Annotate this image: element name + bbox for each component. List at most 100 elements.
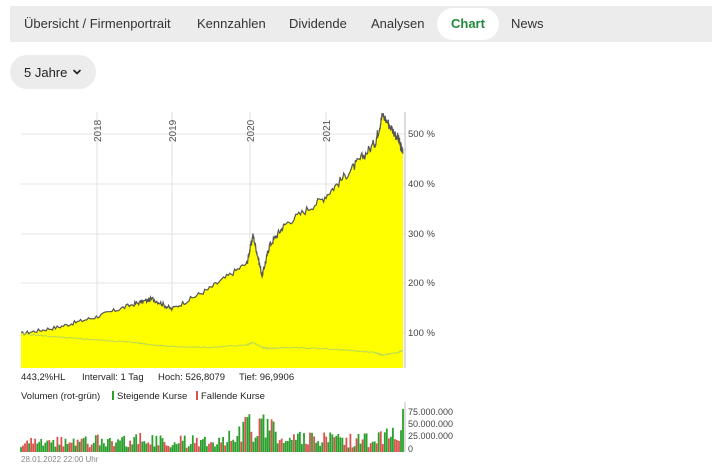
volume-bar [78,441,81,452]
volume-bar [111,441,113,452]
volume-bar [165,445,168,452]
x-tick-2021: 2021 [322,119,333,142]
tab-analysen[interactable]: Analysen [371,16,425,31]
volume-bar [210,442,212,452]
volume-bar [181,440,184,452]
volume-bar [311,432,313,452]
volume-bar [115,442,117,452]
volume-bar [127,447,129,452]
tab-kennzahlen[interactable]: Kennzahlen [197,16,266,31]
change-stat: 443,2%HL [21,372,66,383]
period-dropdown[interactable]: 5 Jahre [10,55,96,89]
volume-bar [216,444,218,452]
volume-bar [50,442,53,452]
volume-bar [327,442,330,452]
tab-dividende[interactable]: Dividende [289,16,347,31]
volume-bar [222,437,224,452]
volume-bar [236,436,239,452]
volume-bar [135,434,138,452]
volume-bar [169,447,172,452]
volume-bar [133,437,136,452]
volume-bar [204,436,206,452]
volume-bar [319,445,321,452]
volume-bar [218,437,220,452]
volume-bar [315,442,317,452]
volume-bar [224,445,226,452]
volume-bar [52,439,55,452]
x-tick-2019: 2019 [168,119,179,142]
volume-bar [153,446,156,452]
volume-bar [40,438,43,452]
volume-bar [396,439,398,452]
volume-bar [98,445,101,452]
volume-bar [375,443,378,452]
volume-bar [379,431,382,452]
volume-bar [42,445,45,452]
volume-bar [367,447,370,452]
period-label: 5 Jahre [24,65,68,80]
volume-bar [392,427,394,452]
volume-bar [159,435,162,452]
volume-bar [272,421,275,452]
volume-tick-50m: 50.000.000 [408,419,454,429]
volume-bar [46,440,49,452]
volume-bar [254,437,257,452]
volume-bar [86,443,89,452]
volume-bar [30,437,32,452]
tab-uebersicht[interactable]: Übersicht / Firmenportrait [24,16,171,31]
volume-bar [353,446,356,452]
volume-bar [228,430,231,452]
volume-bar [270,419,273,452]
volume-bar [36,443,39,452]
volume-bar [246,417,249,452]
volume-bar [341,437,344,452]
volume-bar [355,438,358,452]
volume-bar [206,446,208,452]
volume-tick-75m: 75.000.000 [408,407,454,417]
volume-bar [173,442,176,452]
volume-bar [280,438,283,452]
volume-bar [214,446,216,452]
volume-bar [383,432,386,452]
volume-bar [260,418,263,452]
volume-bar [141,441,144,452]
volume-bar [123,435,125,452]
volume-bar [60,437,63,452]
volume-bar [90,444,93,452]
volume-bar [258,418,261,452]
y-tick-200: 200 % [408,278,435,289]
volume-bar [38,441,41,452]
volume-bar [208,443,210,452]
volume-bar [369,443,372,452]
volume-bar [58,444,61,452]
volume-bar [351,447,354,452]
volume-bar [220,442,222,452]
volume-bar [381,443,384,452]
low-stat: Tief: 96,9906 [239,372,295,383]
volume-bar [230,441,233,452]
volume-bar [62,446,65,452]
volume-bar [288,437,291,452]
volume-bar [349,433,352,452]
volume-bar [147,442,150,452]
volume-bar [149,444,152,452]
volume-bar [24,443,26,452]
tab-news[interactable]: News [511,16,544,31]
volume-bar [177,443,180,452]
volume-bar [337,434,340,452]
volume-bar [232,439,235,452]
tab-chart[interactable]: Chart [437,8,499,40]
volume-bar [212,442,214,452]
volume-bar [129,440,131,452]
y-tick-300: 300 % [408,229,435,240]
volume-bar [84,436,87,452]
volume-bar [234,441,237,452]
volume-bar [161,438,164,452]
volume-bar [390,436,392,452]
volume-bar [274,431,277,452]
volume-bar [151,435,154,452]
volume-bar [163,442,166,452]
volume-bar [329,432,332,452]
volume-bar [238,426,241,452]
